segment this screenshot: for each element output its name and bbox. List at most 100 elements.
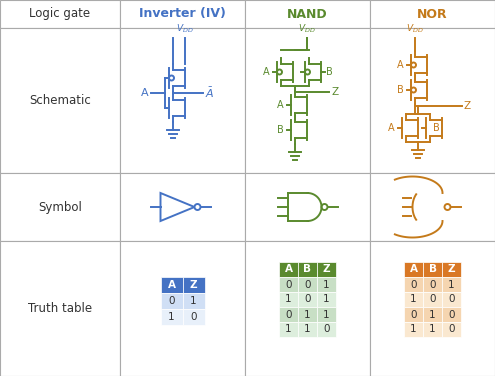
Bar	[160, 293, 183, 309]
Bar	[442, 292, 461, 307]
Bar	[404, 262, 423, 277]
Bar	[404, 307, 423, 322]
Bar	[120, 0, 245, 28]
Bar	[317, 292, 336, 307]
Bar	[442, 277, 461, 292]
Text: B: B	[429, 264, 437, 274]
Text: $V_{DD}$: $V_{DD}$	[176, 23, 194, 35]
Bar	[160, 309, 183, 325]
Text: 1: 1	[285, 294, 292, 305]
Bar	[317, 322, 336, 337]
Bar	[423, 292, 442, 307]
Bar	[423, 277, 442, 292]
Bar	[279, 262, 298, 277]
Text: Z: Z	[464, 101, 471, 111]
Text: 1: 1	[190, 296, 197, 306]
Text: Truth table: Truth table	[28, 302, 92, 315]
Bar	[183, 293, 204, 309]
Bar	[0, 173, 120, 241]
Text: 1: 1	[285, 324, 292, 335]
Text: 0: 0	[190, 312, 197, 322]
Text: $\bar{A}$: $\bar{A}$	[205, 86, 214, 100]
Bar	[245, 173, 370, 241]
Text: B: B	[303, 264, 311, 274]
Bar	[423, 262, 442, 277]
Text: 0: 0	[429, 294, 436, 305]
Text: Z: Z	[447, 264, 455, 274]
Bar	[370, 241, 495, 376]
Text: NOR: NOR	[417, 8, 448, 21]
Bar	[298, 292, 317, 307]
Text: Z: Z	[323, 264, 330, 274]
Bar	[404, 277, 423, 292]
Bar	[120, 241, 245, 376]
Text: Logic gate: Logic gate	[29, 8, 91, 21]
Text: 1: 1	[429, 324, 436, 335]
Text: A: A	[263, 67, 270, 77]
Text: 1: 1	[448, 279, 455, 290]
Bar	[183, 309, 204, 325]
Text: A: A	[389, 123, 395, 133]
Text: 1: 1	[323, 309, 330, 320]
Text: 1: 1	[304, 324, 311, 335]
Text: 0: 0	[304, 294, 311, 305]
Bar	[298, 307, 317, 322]
Text: 0: 0	[410, 279, 417, 290]
Bar	[120, 173, 245, 241]
Bar	[298, 322, 317, 337]
Text: B: B	[397, 85, 404, 95]
Text: B: B	[433, 123, 440, 133]
Bar	[183, 277, 204, 293]
Bar	[404, 322, 423, 337]
Text: 0: 0	[285, 279, 292, 290]
Bar	[370, 28, 495, 173]
Bar	[0, 28, 120, 173]
Text: $V_{DD}$: $V_{DD}$	[406, 23, 424, 35]
Text: A: A	[277, 100, 284, 110]
Bar	[423, 322, 442, 337]
Text: B: B	[277, 125, 284, 135]
Text: 1: 1	[323, 279, 330, 290]
Text: 1: 1	[304, 309, 311, 320]
Bar	[279, 322, 298, 337]
Text: Inverter (IV): Inverter (IV)	[139, 8, 226, 21]
Text: Symbol: Symbol	[38, 200, 82, 214]
Text: 0: 0	[304, 279, 311, 290]
Text: A: A	[409, 264, 417, 274]
Bar	[423, 307, 442, 322]
Text: A: A	[397, 60, 404, 70]
Bar	[442, 322, 461, 337]
Bar	[404, 292, 423, 307]
Text: A: A	[167, 280, 176, 290]
Text: 0: 0	[448, 294, 455, 305]
Bar	[317, 277, 336, 292]
Bar	[245, 28, 370, 173]
Text: 0: 0	[410, 309, 417, 320]
Text: 0: 0	[448, 309, 455, 320]
Text: 0: 0	[323, 324, 330, 335]
Bar	[279, 277, 298, 292]
Text: 0: 0	[168, 296, 175, 306]
Bar	[279, 292, 298, 307]
Text: A: A	[285, 264, 293, 274]
Text: Z: Z	[331, 87, 338, 97]
Bar	[370, 173, 495, 241]
Bar	[317, 307, 336, 322]
Text: 0: 0	[429, 279, 436, 290]
Bar	[279, 307, 298, 322]
Bar	[317, 262, 336, 277]
Text: 1: 1	[429, 309, 436, 320]
Bar	[370, 0, 495, 28]
Text: B: B	[326, 67, 333, 77]
Text: 1: 1	[168, 312, 175, 322]
Bar	[160, 277, 183, 293]
Text: NAND: NAND	[287, 8, 328, 21]
Text: 1: 1	[410, 294, 417, 305]
Bar	[442, 307, 461, 322]
Bar	[120, 28, 245, 173]
Bar	[0, 241, 120, 376]
Text: 0: 0	[448, 324, 455, 335]
Text: Z: Z	[190, 280, 198, 290]
Bar	[0, 0, 120, 28]
Text: 1: 1	[410, 324, 417, 335]
